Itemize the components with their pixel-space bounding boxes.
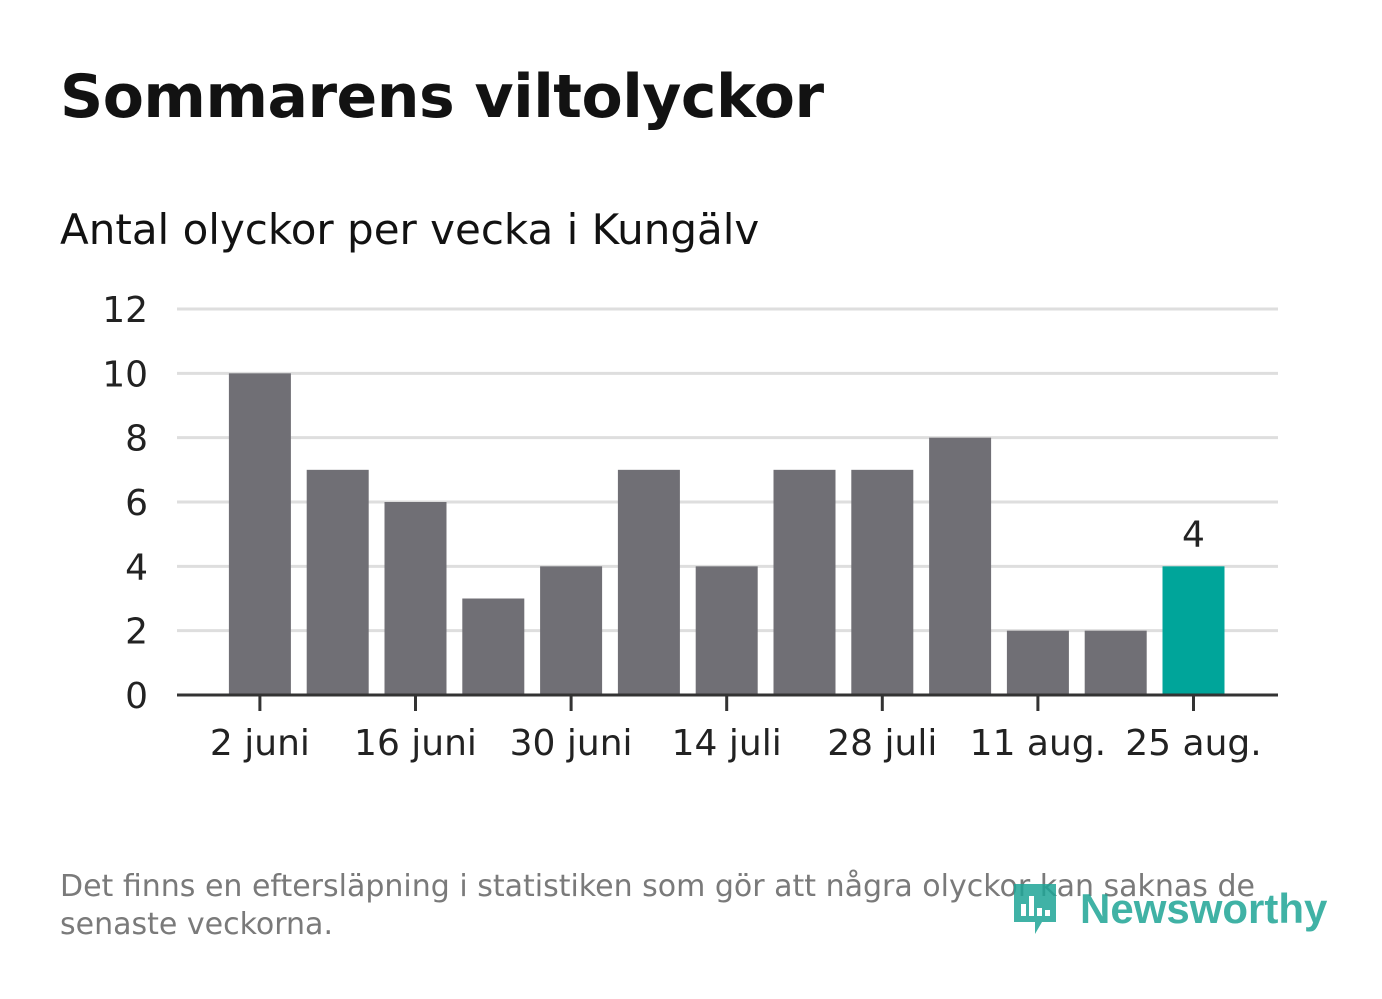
bar (929, 437, 992, 695)
bar (228, 373, 291, 695)
x-axis-ticks: 2 juni 16 juni 30 juni 14 juli 28 juli 11 aug… (210, 695, 1262, 764)
data-label: 4 (1182, 514, 1205, 555)
bar (773, 469, 836, 695)
newsworthy-logo-icon (1014, 884, 1056, 934)
y-tick-label: 4 (125, 547, 148, 588)
y-axis-ticks: 0 2 4 6 8 10 12 (102, 290, 148, 717)
data-labels: 4 (1182, 514, 1205, 555)
x-tick-label: 16 juni (354, 723, 477, 764)
y-tick-label: 6 (125, 483, 148, 524)
x-tick-label: 30 juni (510, 723, 633, 764)
chart-title: Sommarens viltolyckor (60, 62, 824, 132)
bar (1006, 630, 1069, 695)
x-tick-label: 11 aug. (970, 723, 1106, 764)
logo-text: Newsworthy (1080, 885, 1328, 932)
bar (1162, 566, 1225, 695)
x-tick-label: 25 aug. (1125, 723, 1261, 764)
y-tick-label: 12 (102, 290, 148, 331)
y-tick-label: 10 (102, 354, 148, 395)
bar (306, 469, 369, 695)
bar-chart: 0 2 4 6 8 10 12 2 juni 16 juni 30 juni 14 juli 28 … (102, 290, 1278, 764)
bars (228, 373, 1225, 695)
x-tick-label: 2 juni (210, 723, 310, 764)
y-tick-label: 8 (125, 419, 148, 460)
bar (617, 469, 680, 695)
newsworthy-logo: Newsworthy (1010, 878, 1327, 940)
x-tick-label: 14 juli (672, 723, 782, 764)
chart-subtitle: Antal olyckor per vecka i Kungälv (60, 205, 760, 254)
bar (384, 502, 447, 695)
bar (851, 469, 914, 695)
bar (695, 566, 758, 695)
y-tick-label: 0 (125, 676, 148, 717)
bar (540, 566, 603, 695)
x-tick-label: 28 juli (827, 723, 937, 764)
y-tick-label: 2 (125, 612, 148, 653)
bar (462, 598, 525, 695)
bar (1084, 630, 1147, 695)
